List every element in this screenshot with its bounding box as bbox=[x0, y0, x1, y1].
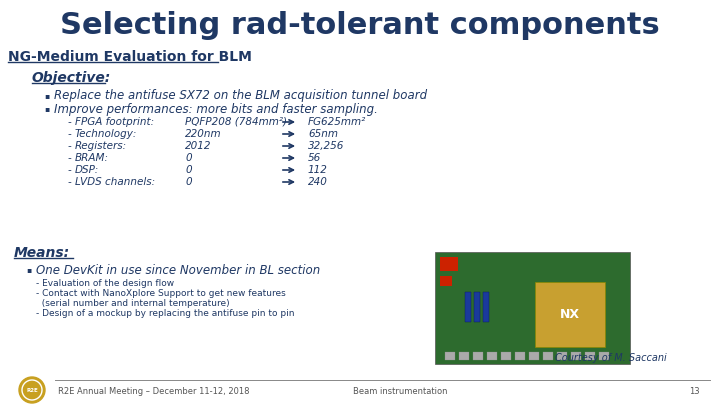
Bar bbox=[445, 352, 455, 360]
Text: Replace the antifuse SX72 on the BLM acquisition tunnel board: Replace the antifuse SX72 on the BLM acq… bbox=[54, 90, 427, 102]
Bar bbox=[501, 352, 511, 360]
Text: NG-Medium Evaluation for BLM: NG-Medium Evaluation for BLM bbox=[8, 50, 252, 64]
Text: 220nm: 220nm bbox=[185, 129, 222, 139]
Bar bbox=[585, 352, 595, 360]
Bar bbox=[440, 276, 452, 286]
Text: Objective:: Objective: bbox=[32, 71, 112, 85]
Text: Beam instrumentation: Beam instrumentation bbox=[353, 386, 447, 396]
Text: One DevKit in use since November in BL section: One DevKit in use since November in BL s… bbox=[36, 264, 320, 277]
Text: ▪: ▪ bbox=[44, 104, 49, 113]
Text: -: - bbox=[68, 141, 72, 151]
Bar bbox=[535, 282, 605, 347]
Bar bbox=[440, 257, 458, 271]
Text: Means:: Means: bbox=[14, 246, 70, 260]
Bar bbox=[473, 352, 483, 360]
Text: 56: 56 bbox=[308, 153, 321, 163]
Text: Technology:: Technology: bbox=[75, 129, 138, 139]
Text: -: - bbox=[68, 153, 72, 163]
Text: 0: 0 bbox=[185, 153, 192, 163]
Bar bbox=[459, 352, 469, 360]
Text: FPGA footprint:: FPGA footprint: bbox=[75, 117, 154, 127]
Text: NX: NX bbox=[560, 309, 580, 322]
Text: R2E: R2E bbox=[26, 388, 38, 392]
Circle shape bbox=[19, 377, 45, 403]
Bar bbox=[515, 352, 525, 360]
Text: 13: 13 bbox=[689, 386, 700, 396]
Text: R2E Annual Meeting – December 11-12, 2018: R2E Annual Meeting – December 11-12, 201… bbox=[58, 386, 250, 396]
Bar bbox=[557, 352, 567, 360]
Bar bbox=[483, 292, 489, 322]
Text: 65nm: 65nm bbox=[308, 129, 338, 139]
Text: - Design of a mockup by replacing the antifuse pin to pin: - Design of a mockup by replacing the an… bbox=[36, 309, 294, 318]
Bar bbox=[529, 352, 539, 360]
Text: Selecting rad-tolerant components: Selecting rad-tolerant components bbox=[60, 11, 660, 40]
Text: 240: 240 bbox=[308, 177, 328, 187]
Text: - Evaluation of the design flow: - Evaluation of the design flow bbox=[36, 279, 174, 288]
Text: - Contact with NanoXplore Support to get new features: - Contact with NanoXplore Support to get… bbox=[36, 290, 286, 298]
Bar bbox=[465, 292, 471, 322]
Text: Courtesy of M. Saccani: Courtesy of M. Saccani bbox=[555, 353, 667, 363]
Text: FG625mm²: FG625mm² bbox=[308, 117, 366, 127]
Bar bbox=[474, 292, 480, 322]
Text: 0: 0 bbox=[185, 165, 192, 175]
Bar bbox=[543, 352, 553, 360]
Text: DSP:: DSP: bbox=[75, 165, 99, 175]
Text: Improve performances: more bits and faster sampling.: Improve performances: more bits and fast… bbox=[54, 102, 378, 115]
Text: -: - bbox=[68, 165, 72, 175]
Text: -: - bbox=[68, 177, 72, 187]
Bar bbox=[487, 352, 497, 360]
Text: (serial number and internal temperature): (serial number and internal temperature) bbox=[36, 298, 230, 307]
Text: PQFP208 (784mm²): PQFP208 (784mm²) bbox=[185, 117, 287, 127]
Bar bbox=[435, 252, 630, 364]
Text: 2012: 2012 bbox=[185, 141, 212, 151]
Bar bbox=[599, 352, 609, 360]
Text: ▪: ▪ bbox=[26, 266, 31, 275]
Text: Registers:: Registers: bbox=[75, 141, 127, 151]
Text: -: - bbox=[68, 117, 72, 127]
Text: LVDS channels:: LVDS channels: bbox=[75, 177, 155, 187]
Text: 112: 112 bbox=[308, 165, 328, 175]
Text: ▪: ▪ bbox=[44, 92, 49, 100]
Bar bbox=[571, 352, 581, 360]
Text: BRAM:: BRAM: bbox=[75, 153, 109, 163]
Text: 32,256: 32,256 bbox=[308, 141, 344, 151]
Text: -: - bbox=[68, 129, 72, 139]
Text: 0: 0 bbox=[185, 177, 192, 187]
